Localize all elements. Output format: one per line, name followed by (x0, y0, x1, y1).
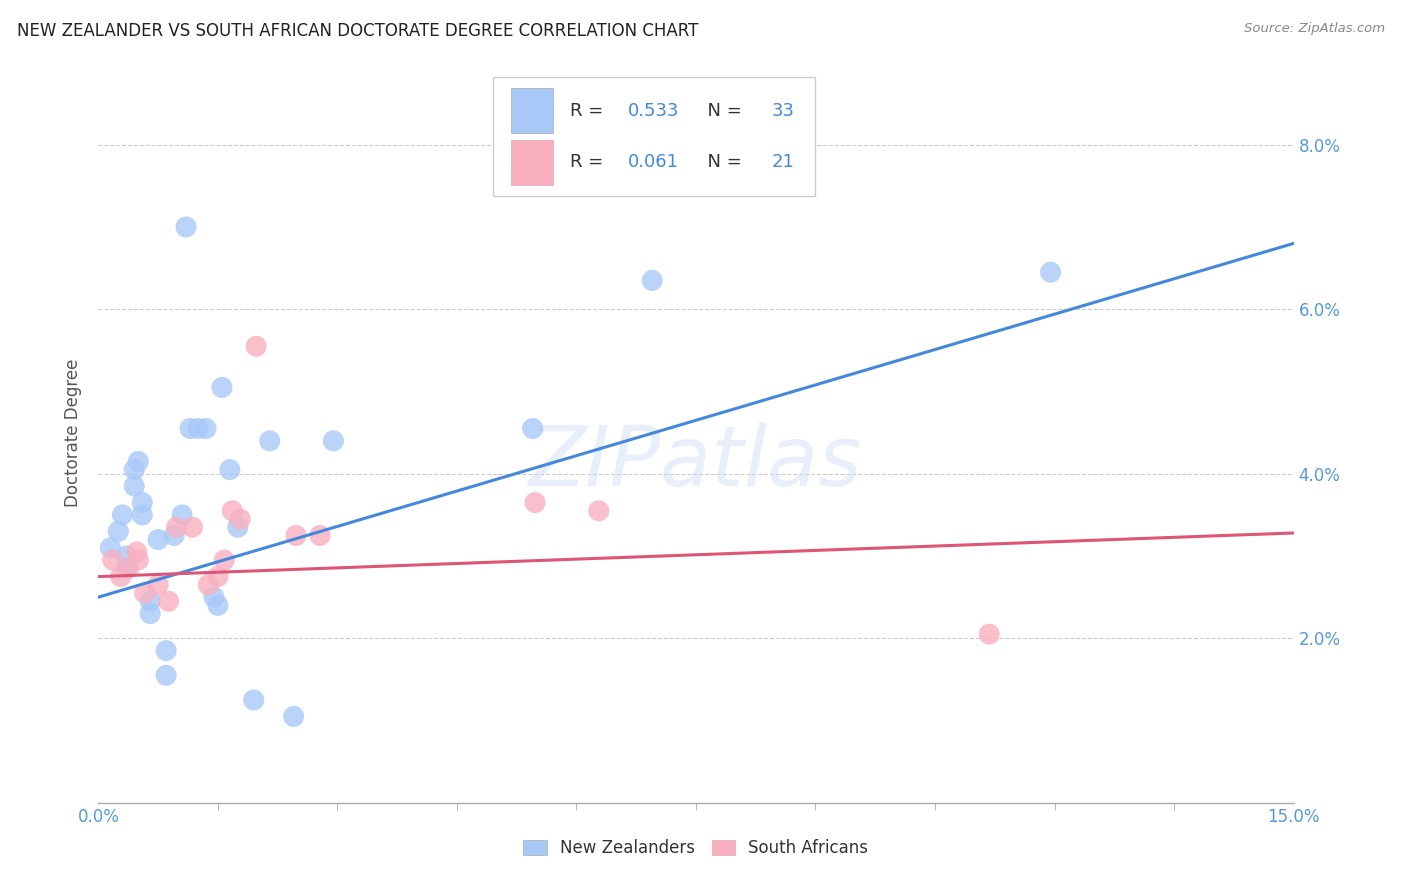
Point (174, 219, 197, 234)
Point (166, 520, 188, 534)
Point (211, 380, 233, 394)
Text: Source: ZipAtlas.com: Source: ZipAtlas.com (1244, 22, 1385, 36)
Point (101, 553, 124, 567)
Point (285, 528, 308, 542)
Point (181, 520, 204, 534)
Text: 33: 33 (772, 102, 794, 120)
Point (1039, 265, 1062, 279)
Point (214, 553, 236, 567)
Point (155, 668, 177, 682)
Point (588, 504, 610, 518)
Point (524, 495, 547, 509)
Point (207, 599, 229, 613)
Point (163, 528, 186, 542)
Point (259, 434, 281, 448)
Point (207, 569, 229, 583)
Point (155, 643, 177, 657)
Point (197, 578, 219, 592)
Point (110, 569, 132, 583)
Point (322, 434, 344, 448)
Point (172, 508, 194, 522)
FancyBboxPatch shape (510, 88, 553, 133)
Point (179, 421, 201, 435)
Text: ZIPatlas: ZIPatlas (529, 422, 863, 503)
Point (125, 545, 148, 559)
Y-axis label: Doctorate Degree: Doctorate Degree (65, 359, 83, 507)
Point (243, 693, 266, 707)
Text: 0.061: 0.061 (628, 153, 679, 171)
Point (148, 533, 170, 547)
Point (124, 479, 146, 493)
FancyBboxPatch shape (494, 78, 815, 195)
Text: NEW ZEALANDER VS SOUTH AFRICAN DOCTORATE DEGREE CORRELATION CHART: NEW ZEALANDER VS SOUTH AFRICAN DOCTORATE… (17, 22, 699, 40)
Point (98, 541, 122, 555)
Point (131, 508, 153, 522)
Point (979, 627, 1001, 641)
Point (195, 421, 218, 435)
Point (226, 520, 249, 534)
Text: 0.533: 0.533 (628, 102, 679, 120)
Point (157, 594, 180, 608)
Point (124, 462, 146, 476)
Legend: New Zealanders, South Africans: New Zealanders, South Africans (523, 839, 869, 857)
Point (134, 586, 156, 600)
Point (127, 553, 149, 567)
Point (221, 504, 243, 518)
Point (229, 512, 252, 526)
Point (309, 528, 332, 542)
Point (111, 508, 134, 522)
Point (245, 339, 267, 353)
Point (522, 421, 544, 435)
Text: R =: R = (571, 153, 609, 171)
Point (219, 462, 242, 476)
Point (115, 561, 138, 575)
Point (127, 454, 149, 468)
Text: 21: 21 (772, 153, 794, 171)
Point (107, 524, 129, 539)
Point (115, 549, 138, 563)
Point (131, 495, 153, 509)
Text: N =: N = (696, 102, 748, 120)
Text: N =: N = (696, 153, 748, 171)
Point (118, 561, 141, 575)
Point (139, 607, 162, 621)
Point (148, 578, 170, 592)
Point (202, 590, 225, 604)
FancyBboxPatch shape (510, 140, 553, 185)
Point (187, 421, 209, 435)
Text: R =: R = (571, 102, 609, 120)
Point (283, 709, 305, 723)
Point (641, 273, 664, 287)
Point (139, 594, 162, 608)
